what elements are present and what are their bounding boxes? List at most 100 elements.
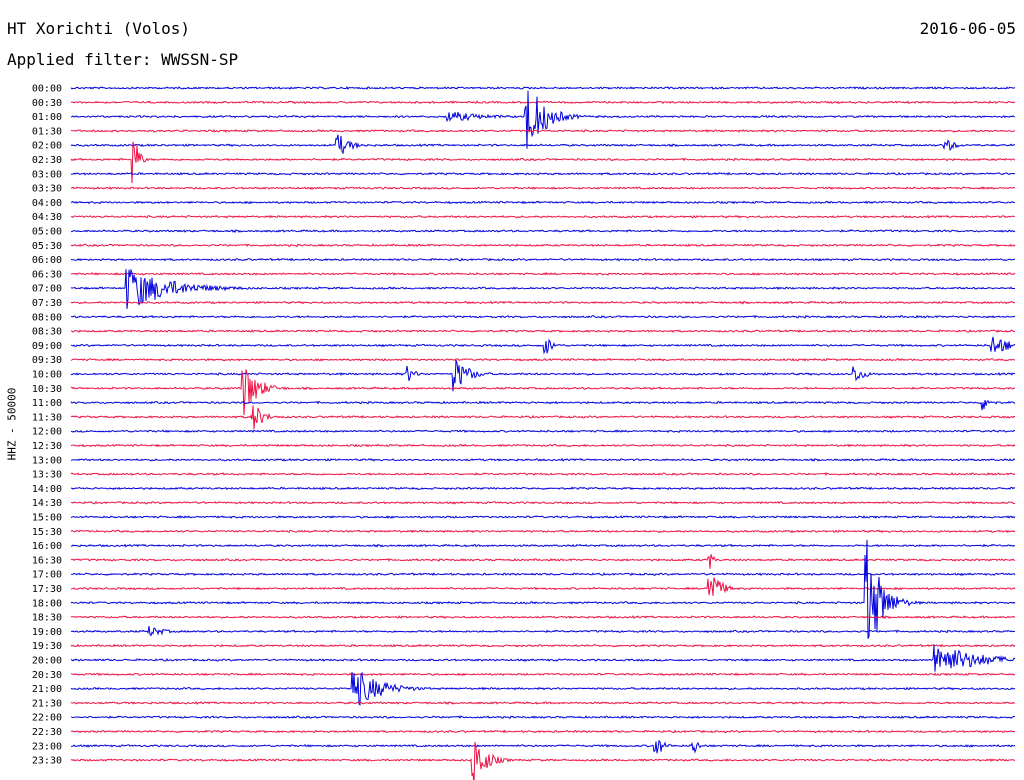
trace-0300 [70,171,1016,176]
trace-0200 [70,134,1016,155]
row-label-1700: 17:00 [32,570,62,581]
row-label-0930: 09:30 [32,355,62,366]
row-label-2100: 21:00 [32,684,62,695]
row-label-0530: 05:30 [32,241,62,252]
trace-0600 [70,257,1016,262]
row-label-1500: 15:00 [32,513,62,524]
row-label-0800: 08:00 [32,312,62,323]
trace-0530 [70,243,1016,248]
trace-1400 [70,486,1016,491]
row-label-1200: 12:00 [32,427,62,438]
row-label-1830: 18:30 [32,613,62,624]
row-label-0300: 03:00 [32,169,62,180]
row-label-1930: 19:30 [32,641,62,652]
trace-0730 [70,300,1016,305]
row-label-0100: 01:00 [32,112,62,123]
trace-0500 [71,229,1016,234]
trace-0400 [70,200,1016,205]
row-label-0030: 00:30 [32,98,62,109]
trace-1130 [70,405,1016,430]
trace-0630 [70,271,1016,276]
row-label-1430: 14:30 [32,498,62,509]
trace-1800 [70,539,1016,639]
trace-0030 [70,100,1016,105]
row-label-0430: 04:30 [32,212,62,223]
row-label-1630: 16:30 [32,555,62,566]
trace-1330 [70,472,1016,476]
row-label-1800: 18:00 [32,598,62,609]
row-label-1530: 15:30 [32,527,62,538]
trace-1700 [70,572,1016,577]
row-label-0500: 05:00 [32,227,62,238]
trace-2000 [70,644,1016,672]
trace-1600 [70,543,1016,548]
trace-1530 [70,529,1016,534]
trace-1500 [70,515,1016,519]
row-label-2200: 22:00 [32,713,62,724]
row-label-2230: 22:30 [32,727,62,738]
trace-0930 [70,357,1016,362]
row-label-2130: 21:30 [32,698,62,709]
record-date: 2016-06-05 [919,19,1016,38]
trace-1100 [70,399,1016,411]
trace-0130 [70,129,1016,133]
row-label-0630: 06:30 [32,269,62,280]
row-label-1730: 17:30 [32,584,62,595]
row-label-1300: 13:00 [32,455,62,466]
trace-0800 [71,314,1016,319]
row-label-1030: 10:30 [32,384,62,395]
row-label-0730: 07:30 [32,298,62,309]
row-label-0900: 09:00 [32,341,62,352]
trace-2230 [70,729,1016,734]
row-label-1000: 10:00 [32,370,62,381]
row-label-0200: 02:00 [32,141,62,152]
row-label-0830: 08:30 [32,327,62,338]
trace-2130 [70,700,1016,705]
row-label-2330: 23:30 [32,756,62,767]
station-title: HT Xorichti (Volos) [7,19,191,38]
trace-0900 [70,336,1016,355]
row-label-2300: 23:00 [32,741,62,752]
row-tick-labels: 00:00 00:30 01:00 01:30 02:00 02:30 03:00 03:30… [32,84,62,767]
row-label-2000: 20:00 [32,656,62,667]
row-label-1900: 19:00 [32,627,62,638]
row-label-1400: 14:00 [32,484,62,495]
trace-1230 [70,443,1016,448]
filter-label: Applied filter: WWSSN-SP [7,50,239,69]
row-label-0000: 00:00 [32,84,62,95]
trace-0330 [70,186,1016,190]
trace-1000 [70,359,1016,392]
trace-0430 [70,214,1016,219]
row-label-0230: 02:30 [32,155,62,166]
trace-1830 [70,615,1016,620]
row-label-1130: 11:30 [32,412,62,423]
row-label-2030: 20:30 [32,670,62,681]
trace-2330 [70,741,1015,780]
trace-1630 [70,554,1016,569]
row-label-1230: 12:30 [32,441,62,452]
row-label-0130: 01:30 [32,126,62,137]
trace-0230 [70,141,1016,184]
trace-1030 [70,369,1016,416]
trace-1930 [70,643,1016,648]
row-label-1330: 13:30 [32,470,62,481]
trace-1200 [70,429,1016,434]
trace-2200 [70,715,1016,720]
row-label-0400: 04:00 [32,198,62,209]
row-label-0330: 03:30 [32,184,62,195]
trace-0700 [70,268,1016,309]
trace-2030 [70,672,1016,677]
trace-1430 [70,500,1016,505]
trace-0100 [70,90,1016,149]
trace-1300 [70,457,1016,462]
row-label-1100: 11:00 [32,398,62,409]
trace-0830 [70,329,1016,333]
trace-2100 [70,671,1016,706]
trace-2300 [70,739,1016,754]
trace-1900 [70,626,1016,637]
trace-0000 [70,86,1016,90]
trace-1730 [70,577,1016,596]
row-label-0600: 06:00 [32,255,62,266]
row-label-1600: 16:00 [32,541,62,552]
